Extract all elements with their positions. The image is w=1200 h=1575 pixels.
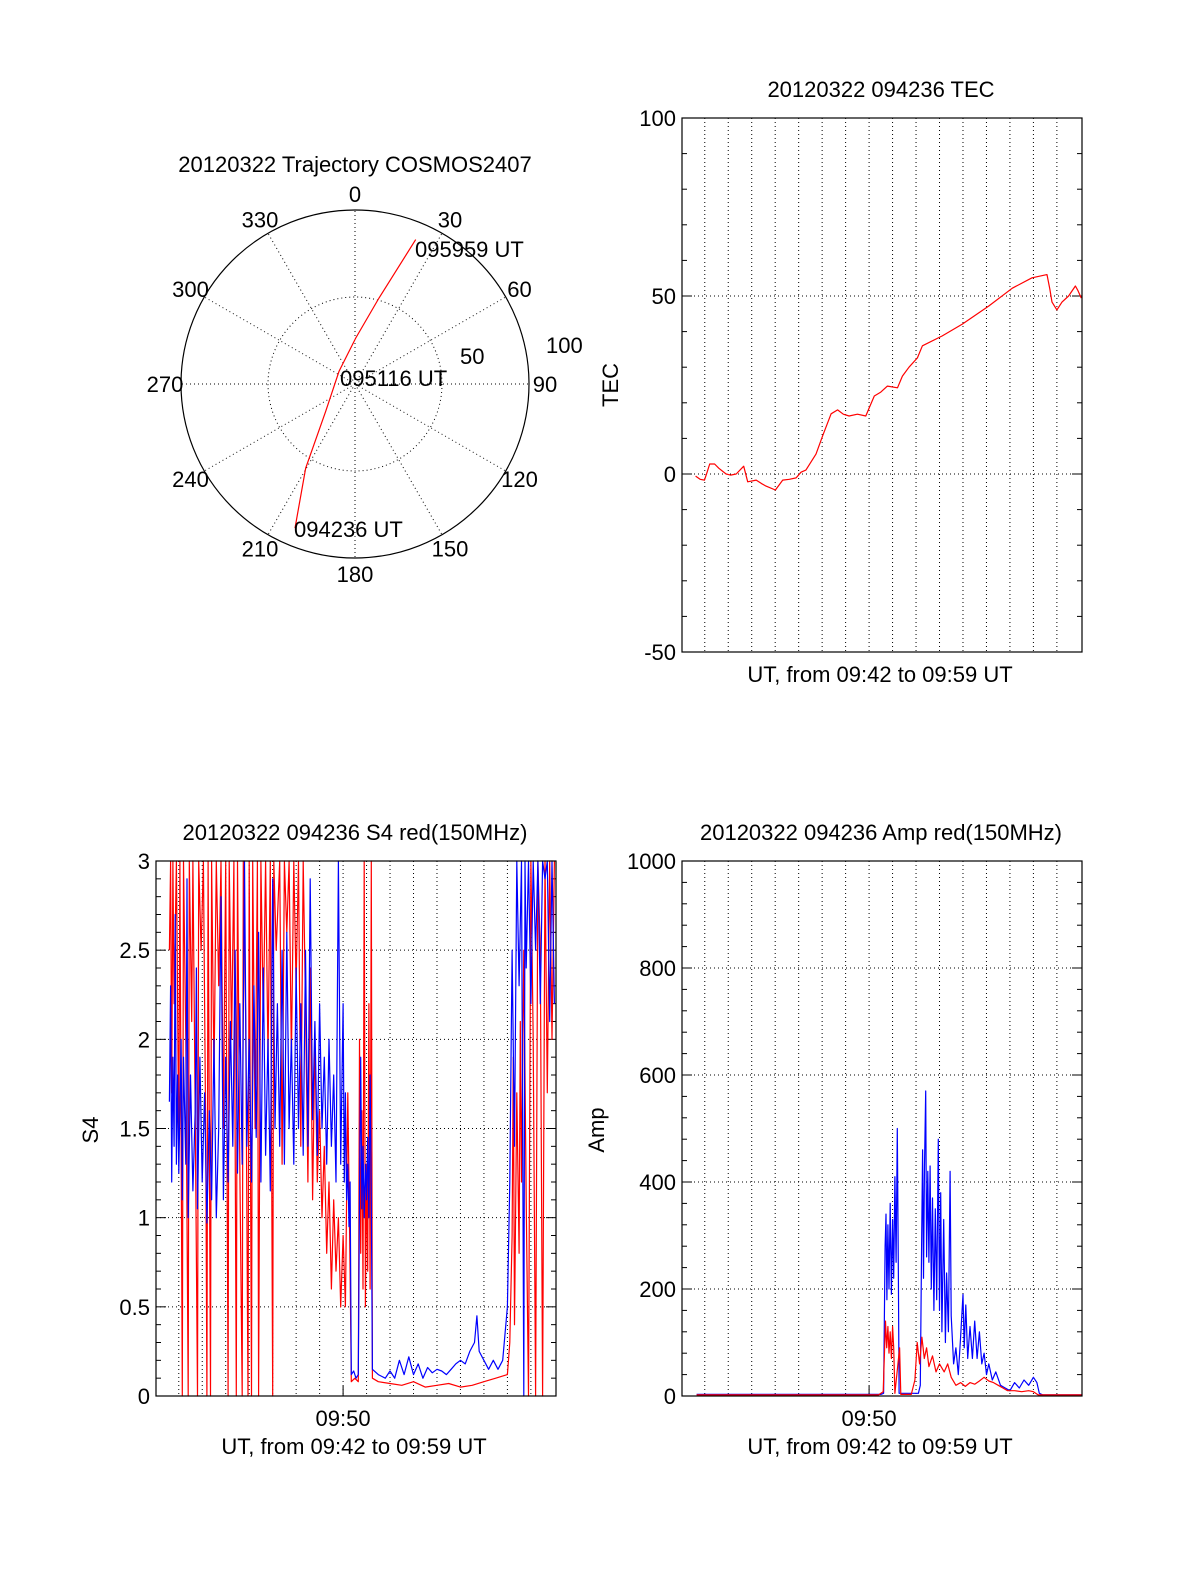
amp-ylabel: Amp [584, 1107, 609, 1152]
radial-gridline [267, 233, 356, 385]
amp-y-tick-label: 1000 [627, 849, 676, 874]
s4-plot-frame [155, 860, 557, 1397]
trajectory-line [294, 239, 417, 529]
polar-angle-labels: 0 30 60 90 120 150 180 210 240 270 300 330 [147, 182, 558, 587]
s4-series-blue [168, 860, 555, 1397]
s4-y-tick-label: 1 [138, 1206, 150, 1231]
s4-y-tick-label: 3 [138, 849, 150, 874]
radial-gridline [204, 296, 356, 385]
amp-y-tick-label: 600 [639, 1063, 676, 1088]
ring-label-50: 50 [460, 344, 484, 369]
amp-series-blue [696, 1090, 1082, 1396]
angle-label: 30 [438, 207, 462, 232]
amp-series-red [696, 1320, 1082, 1396]
tec-y-tick-label: 50 [652, 284, 676, 309]
s4-y-tick-label: 1.5 [119, 1117, 150, 1142]
radial-gridline [267, 383, 356, 535]
amp-title: 20120322 094236 Amp red(150MHz) [700, 820, 1062, 845]
annotation-mid-time: 095116 UT [340, 366, 447, 391]
amp-plot: 20120322 094236 Amp red(150MHz) Amp UT, … [584, 820, 1083, 1459]
angle-label: 240 [172, 467, 209, 492]
radial-gridline [354, 383, 506, 472]
radial-gridline [354, 383, 443, 535]
trajectory-polar-plot: 20120322 Trajectory COSMOS2407 0 30 60 90 12… [147, 152, 583, 587]
angle-label: 0 [349, 182, 361, 207]
s4-xlabel: UT, from 09:42 to 09:59 UT [221, 1434, 486, 1459]
angle-label: 150 [432, 537, 469, 562]
radial-gridline [204, 383, 356, 472]
tec-xlabel: UT, from 09:42 to 09:59 UT [747, 662, 1012, 687]
ring-label-100: 100 [546, 333, 583, 358]
angle-label: 180 [337, 562, 374, 587]
trajectory-series [294, 239, 417, 529]
amp-y-tick-label: 800 [639, 956, 676, 981]
radial-gridline [354, 296, 506, 385]
tec-ylabel: TEC [598, 363, 623, 407]
angle-label: 300 [172, 277, 209, 302]
tec-plot-frame [681, 117, 1083, 653]
annotation-start-time: 094236 UT [294, 517, 403, 542]
annotation-end-time: 095959 UT [415, 237, 524, 262]
tec-series-TEC [695, 274, 1082, 491]
angle-label: 60 [507, 277, 531, 302]
angle-label: 120 [501, 467, 538, 492]
tec-y-tick-label: -50 [644, 640, 676, 665]
angle-label: 330 [242, 207, 279, 232]
tec-y-tick-label: 100 [639, 106, 676, 131]
s4-y-tick-label: 0 [138, 1384, 150, 1409]
amp-x-tick-label: 09:50 [842, 1406, 897, 1431]
s4-y-tick-label: 0.5 [119, 1295, 150, 1320]
radial-gridline [354, 233, 443, 385]
s4-ylabel: S4 [78, 1117, 103, 1144]
tec-title: 20120322 094236 TEC [767, 77, 994, 102]
s4-plot: 20120322 094236 S4 red(150MHz) S4 UT, fr… [78, 820, 557, 1459]
s4-title: 20120322 094236 S4 red(150MHz) [183, 820, 528, 845]
angle-label: 210 [242, 537, 279, 562]
tec-plot: 20120322 094236 TEC TEC UT, from 09:42 t… [598, 77, 1083, 687]
amp-plot-frame [681, 860, 1083, 1397]
s4-y-tick-label: 2 [138, 1027, 150, 1052]
s4-x-tick-label: 09:50 [316, 1406, 371, 1431]
amp-y-tick-label: 400 [639, 1170, 676, 1195]
outer-ring [180, 209, 530, 559]
amp-y-tick-label: 200 [639, 1277, 676, 1302]
amp-xlabel: UT, from 09:42 to 09:59 UT [747, 1434, 1012, 1459]
tec-y-tick-label: 0 [664, 462, 676, 487]
inner-ring [267, 296, 443, 472]
polar-title: 20120322 Trajectory COSMOS2407 [178, 152, 531, 177]
angle-label: 270 [147, 372, 184, 397]
s4-y-tick-label: 2.5 [119, 938, 150, 963]
angle-label: 90 [533, 372, 557, 397]
amp-y-tick-label: 0 [664, 1384, 676, 1409]
